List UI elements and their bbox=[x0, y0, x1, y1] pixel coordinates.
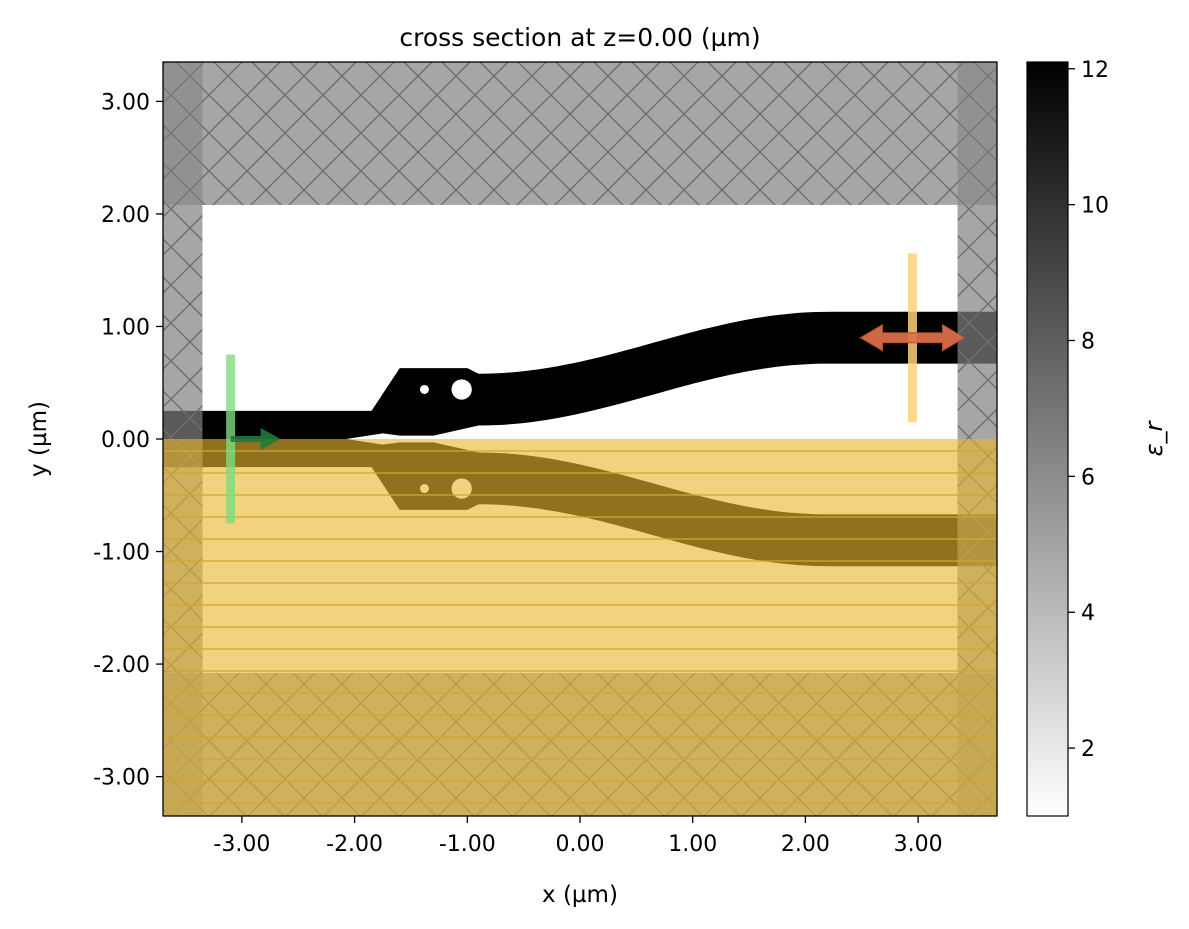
hole-1 bbox=[451, 379, 472, 400]
colorbar-label: ε_r bbox=[1140, 419, 1168, 456]
colorbar-tick-label: 4 bbox=[1081, 601, 1095, 626]
y-tick-label: -2.00 bbox=[93, 653, 150, 678]
y-tick-label: 3.00 bbox=[101, 90, 150, 115]
source-and-monitor bbox=[226, 253, 966, 524]
colorbar-tick-label: 12 bbox=[1081, 58, 1109, 83]
y-tick-label: 1.00 bbox=[101, 315, 150, 340]
colorbar-tick-label: 10 bbox=[1081, 194, 1109, 219]
x-tick-label: 0.00 bbox=[556, 832, 605, 857]
y-tick-label: -1.00 bbox=[93, 541, 150, 566]
colorbar-tick-label: 2 bbox=[1081, 737, 1095, 762]
colorbar-ticks: 2 4 6 8 10 12 bbox=[1068, 58, 1109, 762]
y-tick-label: -3.00 bbox=[93, 766, 150, 791]
pml-corner-1 bbox=[957, 62, 997, 205]
y-tick-label: 2.00 bbox=[101, 203, 150, 228]
colorbar: 2 4 6 8 10 12 ε_r bbox=[1026, 58, 1168, 817]
x-tick-label: 3.00 bbox=[894, 832, 943, 857]
monitor-direction-arrow bbox=[859, 323, 966, 352]
colorbar-tick-label: 6 bbox=[1081, 465, 1095, 490]
hole-0 bbox=[419, 384, 429, 394]
chart-title: cross section at z=0.00 (µm) bbox=[399, 23, 760, 52]
y-axis: -3.00 -2.00 -1.00 0.00 1.00 2.00 3.00 bbox=[93, 90, 163, 791]
x-tick-label: 2.00 bbox=[781, 832, 830, 857]
plot-area bbox=[163, 62, 997, 816]
x-tick-label: -3.00 bbox=[213, 832, 270, 857]
x-axis: -3.00 -2.00 -1.00 0.00 1.00 2.00 3.00 bbox=[213, 816, 943, 857]
colorbar-gradient bbox=[1026, 61, 1069, 817]
colorbar-label-symbol: ε_r bbox=[1140, 419, 1168, 456]
pml-top-hatch bbox=[163, 62, 997, 205]
symmetry-region bbox=[163, 439, 997, 816]
silicon-waveguide bbox=[163, 311, 997, 468]
colorbar-tick-label: 8 bbox=[1081, 330, 1095, 355]
x-tick-label: -2.00 bbox=[326, 832, 383, 857]
source-direction-arrow bbox=[230, 428, 281, 450]
x-tick-label: -1.00 bbox=[439, 832, 496, 857]
y-tick-label: 0.00 bbox=[101, 428, 150, 453]
pml-corner-0 bbox=[163, 62, 203, 205]
x-tick-label: 1.00 bbox=[668, 832, 717, 857]
symmetry-hatch bbox=[163, 439, 997, 816]
x-axis-label: x (µm) bbox=[542, 882, 618, 908]
y-axis-label: y (µm) bbox=[26, 401, 52, 477]
